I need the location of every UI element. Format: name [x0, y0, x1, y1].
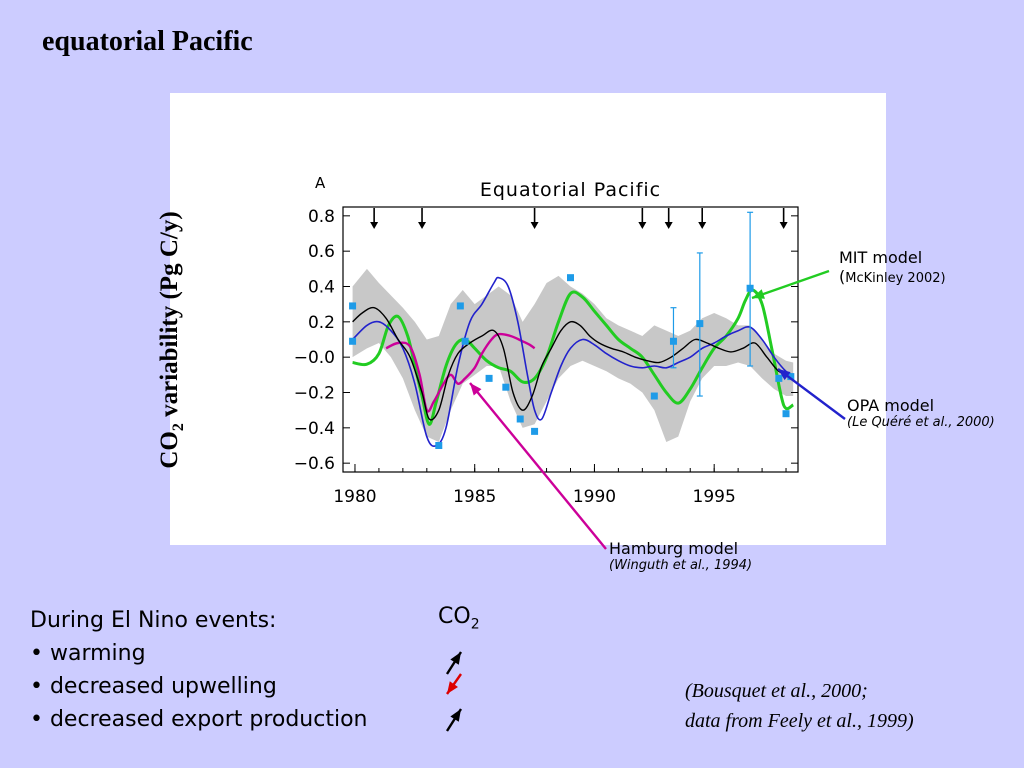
el-nino-arrow-head — [530, 222, 539, 229]
observation-point — [456, 302, 464, 310]
opa-label: OPA model — [847, 396, 935, 415]
observation-point — [650, 392, 658, 400]
y-tick-label: 0.4 — [308, 278, 335, 298]
observation-point — [435, 442, 443, 449]
bullets-heading: During El Nino events: — [30, 608, 277, 633]
observation-point — [746, 284, 754, 292]
x-tick-label: 1990 — [573, 487, 616, 507]
el-nino-arrow-head — [370, 222, 379, 229]
x-tick-label: 1985 — [453, 487, 496, 507]
bullet-export: • decreased export production — [30, 707, 368, 732]
opa-annotation: OPA model (Le Quéré et al., 2000) — [847, 396, 997, 430]
mit-paren: ( — [839, 267, 846, 286]
el-nino-arrow-head — [698, 222, 707, 229]
y-tick-label: −0.0 — [294, 348, 335, 368]
hamburg-pointer-line — [469, 382, 607, 550]
mit-citation: McKinley 2002) — [845, 271, 946, 286]
observation-point — [349, 337, 357, 345]
el-nino-arrow-head — [779, 222, 788, 229]
y-tick-label: −0.6 — [294, 454, 335, 474]
series-line-hamburg — [385, 332, 536, 413]
bullet-upwelling: • decreased upwelling — [30, 674, 277, 699]
observation-point — [485, 374, 493, 382]
uncertainty-band — [352, 268, 794, 442]
series-line-opa — [352, 276, 794, 448]
mit-annotation: MIT model (McKinley 2002) — [839, 248, 946, 286]
warming-trend-arrow-head — [450, 652, 461, 665]
el-nino-arrow-head — [664, 222, 673, 229]
mit-pointer-line — [751, 269, 830, 300]
chart-title: Equatorial Pacific — [480, 179, 661, 201]
el-nino-bullets: During El Nino events: • warming • decre… — [30, 604, 368, 736]
y-tick-label: 0.8 — [308, 207, 335, 227]
y-tick-label: −0.4 — [294, 419, 335, 439]
export-trend-arrow-head — [450, 709, 461, 722]
series-line-inversion — [352, 306, 792, 421]
hamburg-label: Hamburg model — [609, 539, 739, 558]
observation-point — [669, 337, 677, 345]
observation-point — [516, 415, 524, 423]
observation-point — [461, 337, 469, 345]
reference-line-2: data from Feely et al., 1999) — [685, 710, 914, 732]
co2-sub: 2 — [470, 616, 480, 633]
x-tick-label: 1980 — [333, 487, 376, 507]
observation-point — [531, 427, 539, 435]
observation-point — [349, 302, 357, 310]
reference-citation: (Bousquet et al., 2000; data from Feely … — [685, 676, 914, 736]
hamburg-annotation: Hamburg model (Winguth et al., 1994) — [609, 539, 752, 573]
opa-pointer-head — [778, 369, 791, 381]
reference-line-1: (Bousquet et al., 2000; — [685, 680, 868, 702]
el-nino-arrow-head — [418, 222, 427, 229]
opa-pointer-line — [777, 368, 846, 420]
observation-point — [782, 410, 790, 418]
hamburg-citation: (Winguth et al., 1994) — [609, 558, 753, 573]
observation-point — [696, 320, 704, 328]
x-tick-label: 1995 — [693, 487, 736, 507]
observation-point — [787, 373, 795, 381]
bullet-warming: • warming — [30, 641, 146, 666]
observation-point — [502, 383, 510, 391]
upwelling-trend-arrow-head — [447, 681, 458, 694]
slide-title: equatorial Pacific — [42, 26, 253, 57]
hamburg-pointer-head — [470, 383, 482, 396]
opa-citation: (Le Quéré et al., 2000) — [847, 415, 995, 430]
series-line-mit — [352, 288, 795, 426]
y-tick-label: 0.6 — [308, 242, 335, 262]
observation-point — [775, 374, 783, 382]
co2-label: CO — [438, 604, 471, 629]
el-nino-arrow-head — [638, 222, 647, 229]
y-tick-label: −0.2 — [294, 384, 335, 404]
observation-point — [567, 274, 574, 282]
co2-column-heading: CO2 — [438, 604, 480, 632]
y-tick-label: 0.2 — [308, 313, 335, 333]
panel-letter: A — [315, 174, 326, 192]
mit-label: MIT model — [839, 248, 923, 267]
mit-pointer-head — [752, 289, 765, 299]
